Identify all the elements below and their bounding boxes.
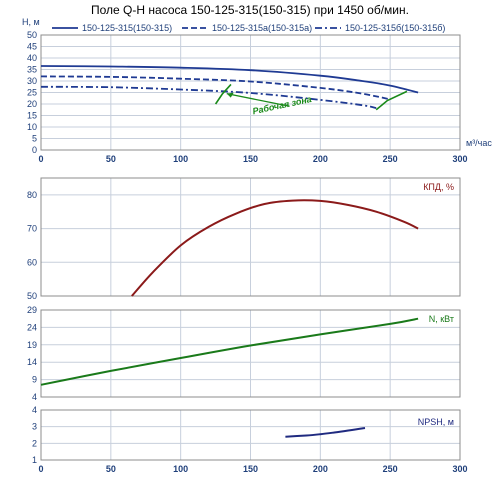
power-label: N, кВт <box>429 314 454 324</box>
legend-label-1: 150-125-315(150-315) <box>82 23 172 33</box>
npsh-x-tick-label: 200 <box>313 464 328 474</box>
power-y-tick-label: 19 <box>27 340 37 350</box>
npsh-x-tick-label: 100 <box>173 464 188 474</box>
qh-y-axis-label: H, м <box>22 17 40 27</box>
efficiency-curve <box>131 199 419 297</box>
npsh-x-tick-label: 0 <box>38 464 43 474</box>
eff-y-tick-label: 80 <box>27 190 37 200</box>
qh-y-tick-label: 5 <box>32 134 37 144</box>
qh-y-tick-label: 45 <box>27 42 37 52</box>
eff-frame <box>40 177 461 297</box>
work-zone-right-boundary <box>375 90 408 111</box>
power-y-tick-label: 24 <box>27 322 37 332</box>
qh-frame <box>40 34 461 151</box>
qh-series-line-3 <box>40 85 377 109</box>
work-zone-arrow-head <box>226 92 234 98</box>
power-y-tick-label: 29 <box>27 305 37 315</box>
qh-x-tick-label: 200 <box>313 154 328 164</box>
qh-series-line-2 <box>40 75 391 101</box>
npsh-y-tick-label: 4 <box>32 405 37 415</box>
npsh-y-tick-label: 3 <box>32 422 37 432</box>
npsh-y-tick-label: 1 <box>32 455 37 465</box>
npsh-curve <box>285 427 366 438</box>
work-zone-left-boundary <box>214 83 232 105</box>
chart-title: Поле Q-H насоса 150-125-315(150-315) при… <box>91 3 409 17</box>
npsh-y-tick-label: 2 <box>32 438 37 448</box>
qh-x-tick-label: 150 <box>243 154 258 164</box>
power-frame <box>40 309 461 398</box>
npsh-frame <box>40 409 461 461</box>
qh-y-tick-label: 25 <box>27 88 37 98</box>
power-curve <box>40 317 419 386</box>
qh-y-tick-label: 15 <box>27 111 37 121</box>
qh-y-tick-label: 0 <box>32 145 37 155</box>
qh-y-tick-label: 30 <box>27 76 37 86</box>
qh-y-tick-label: 10 <box>27 122 37 132</box>
qh-series-line-1 <box>40 65 419 94</box>
work-zone-arrow <box>226 93 290 107</box>
npsh-x-tick-label: 300 <box>452 464 467 474</box>
legend-label-3: 150-125-315б(150-315б) <box>345 23 445 33</box>
qh-x-tick-label: 100 <box>173 154 188 164</box>
legend-label-2: 150-125-315а(150-315а) <box>212 23 312 33</box>
npsh-label: NPSH, м <box>418 417 454 427</box>
power-y-tick-label: 4 <box>32 392 37 402</box>
qh-y-tick-label: 20 <box>27 99 37 109</box>
power-y-tick-label: 14 <box>27 357 37 367</box>
npsh-x-tick-label: 250 <box>383 464 398 474</box>
qh-x-axis-label: м³/час <box>466 138 492 148</box>
eff-y-tick-label: 70 <box>27 224 37 234</box>
eff-y-tick-label: 60 <box>27 257 37 267</box>
qh-x-tick-label: 0 <box>38 154 43 164</box>
qh-y-tick-label: 40 <box>27 53 37 63</box>
npsh-x-tick-label: 50 <box>106 464 116 474</box>
qh-x-tick-label: 300 <box>452 154 467 164</box>
qh-x-tick-label: 50 <box>106 154 116 164</box>
qh-y-tick-label: 50 <box>27 30 37 40</box>
eff-y-tick-label: 50 <box>27 291 37 301</box>
efficiency-label: КПД, % <box>423 182 454 192</box>
npsh-x-tick-label: 150 <box>243 464 258 474</box>
qh-y-tick-label: 35 <box>27 65 37 75</box>
qh-x-tick-label: 250 <box>383 154 398 164</box>
power-y-tick-label: 9 <box>32 375 37 385</box>
